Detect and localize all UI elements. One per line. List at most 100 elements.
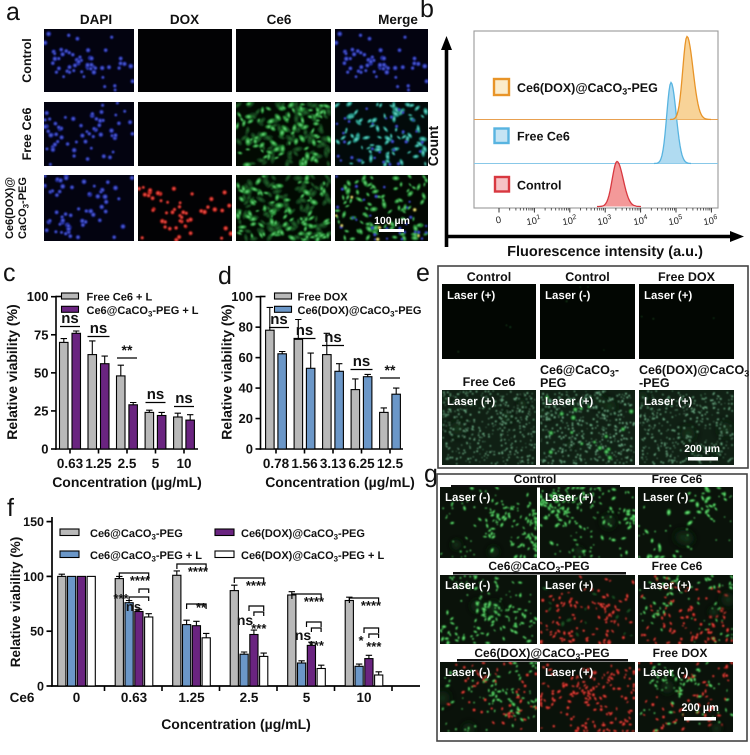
svg-text:Ce6@CaCO3-PEG + L: Ce6@CaCO3-PEG + L — [90, 550, 202, 564]
svg-text:ns: ns — [126, 599, 141, 614]
svg-text:40: 40 — [239, 381, 253, 396]
svg-text:2.5: 2.5 — [240, 690, 259, 705]
svg-text:100: 100 — [27, 289, 49, 304]
svg-text:0.63: 0.63 — [121, 690, 148, 705]
svg-text:PEG: PEG — [540, 376, 566, 390]
svg-text:20: 20 — [239, 411, 253, 426]
svg-text:Ce6(DOX)@CaCO3-PEG: Ce6(DOX)@CaCO3-PEG — [298, 305, 422, 319]
svg-text:Control: Control — [565, 270, 609, 284]
svg-text:d: d — [218, 262, 232, 290]
svg-text:Concentration (µg/mL): Concentration (µg/mL) — [265, 474, 415, 490]
svg-text:5: 5 — [152, 456, 160, 471]
svg-text:101: 101 — [525, 214, 541, 228]
svg-text:-PEG: -PEG — [639, 376, 670, 390]
svg-text:50: 50 — [30, 625, 44, 639]
svg-text:ns: ns — [324, 329, 342, 346]
svg-text:Ce6@CaCO3-PEG: Ce6@CaCO3-PEG — [90, 528, 183, 542]
svg-text:1.56: 1.56 — [291, 456, 318, 471]
svg-text:Merge: Merge — [378, 12, 418, 27]
svg-text:****: **** — [246, 578, 267, 593]
svg-text:**: ** — [122, 342, 133, 358]
svg-text:50: 50 — [34, 365, 48, 380]
svg-text:Ce6: Ce6 — [267, 12, 292, 27]
svg-text:Free DOX: Free DOX — [658, 270, 716, 284]
svg-text:103: 103 — [596, 214, 612, 228]
svg-text:ns: ns — [237, 612, 254, 628]
svg-text:a: a — [6, 0, 20, 26]
svg-text:100: 100 — [23, 570, 44, 584]
svg-text:Concentration (µg/mL): Concentration (µg/mL) — [52, 474, 202, 490]
svg-text:75: 75 — [34, 327, 48, 342]
svg-text:Ce6(DOX)@: Ce6(DOX)@ — [4, 177, 16, 239]
svg-text:25: 25 — [34, 403, 48, 418]
svg-text:Concentration (µg/mL): Concentration (µg/mL) — [161, 716, 311, 732]
svg-text:CaCO3-PEG: CaCO3-PEG — [17, 177, 31, 239]
svg-text:Free DOX: Free DOX — [653, 646, 708, 660]
svg-text:100: 100 — [231, 289, 253, 304]
svg-text:3.13: 3.13 — [320, 456, 347, 471]
svg-text:e: e — [416, 259, 430, 287]
svg-text:0: 0 — [73, 690, 81, 705]
svg-text:ns: ns — [353, 353, 371, 370]
svg-text:Ce6@CaCO3-PEG + L: Ce6@CaCO3-PEG + L — [87, 305, 199, 319]
svg-text:Free DOX: Free DOX — [298, 292, 349, 304]
svg-text:1.25: 1.25 — [85, 456, 112, 471]
svg-text:Control: Control — [20, 38, 34, 82]
svg-text:0.63: 0.63 — [57, 456, 84, 471]
svg-text:ns: ns — [295, 627, 312, 643]
svg-text:ns: ns — [90, 320, 108, 337]
svg-text:**: ** — [196, 600, 207, 615]
svg-text:****: **** — [361, 598, 382, 613]
svg-text:0: 0 — [37, 680, 44, 694]
svg-text:Fluorescence intensity (a.u.): Fluorescence intensity (a.u.) — [507, 244, 703, 260]
svg-text:12.5: 12.5 — [377, 456, 404, 471]
svg-text:1.25: 1.25 — [178, 690, 205, 705]
svg-text:Control: Control — [467, 270, 511, 284]
svg-text:Free Ce6: Free Ce6 — [652, 472, 703, 486]
svg-text:ns: ns — [296, 322, 314, 339]
svg-text:105: 105 — [667, 214, 683, 228]
svg-text:0: 0 — [495, 215, 502, 227]
svg-text:Free Ce6: Free Ce6 — [20, 108, 34, 161]
svg-text:80: 80 — [239, 320, 253, 335]
svg-text:g: g — [424, 460, 438, 488]
svg-text:Ce6@CaCO3-: Ce6@CaCO3- — [540, 363, 619, 379]
svg-text:150: 150 — [23, 515, 44, 529]
svg-text:6.25: 6.25 — [348, 456, 375, 471]
svg-text:Free Ce6: Free Ce6 — [517, 130, 570, 144]
svg-text:c: c — [3, 259, 16, 287]
svg-text:Free Ce6: Free Ce6 — [652, 559, 703, 573]
svg-text:****: **** — [304, 594, 325, 609]
svg-text:5: 5 — [303, 690, 311, 705]
svg-text:ns: ns — [270, 311, 288, 328]
svg-text:10: 10 — [356, 690, 371, 705]
svg-text:Free Ce6 + L: Free Ce6 + L — [87, 292, 153, 304]
svg-text:Ce6: Ce6 — [10, 690, 35, 705]
svg-text:Count: Count — [425, 125, 441, 166]
svg-text:60: 60 — [239, 350, 253, 365]
svg-text:102: 102 — [561, 214, 577, 228]
svg-text:Ce6(DOX)@CaCO3-PEG: Ce6(DOX)@CaCO3-PEG — [517, 81, 658, 97]
svg-text:Ce6(DOX)@CaCO3: Ce6(DOX)@CaCO3 — [639, 363, 749, 379]
svg-text:2.5: 2.5 — [118, 456, 137, 471]
svg-text:Ce6(DOX)@CaCO3-PEG + L: Ce6(DOX)@CaCO3-PEG + L — [241, 550, 384, 564]
svg-text:Ce6@CaCO3-PEG: Ce6@CaCO3-PEG — [488, 559, 589, 575]
svg-text:106: 106 — [702, 214, 718, 228]
svg-text:**: ** — [385, 362, 396, 378]
svg-text:104: 104 — [632, 214, 648, 228]
svg-text:DOX: DOX — [170, 12, 199, 27]
svg-text:0: 0 — [246, 442, 253, 457]
svg-text:Relative viability (%): Relative viability (%) — [4, 304, 20, 439]
svg-text:10: 10 — [176, 456, 191, 471]
svg-text:Relative viability (%): Relative viability (%) — [8, 537, 23, 668]
svg-text:Ce6(DOX)@CaCO3-PEG: Ce6(DOX)@CaCO3-PEG — [241, 528, 365, 542]
svg-text:0: 0 — [41, 442, 48, 457]
svg-text:f: f — [7, 494, 14, 522]
svg-text:ns: ns — [61, 310, 79, 327]
svg-text:ns: ns — [147, 386, 165, 403]
svg-text:***: *** — [309, 638, 325, 653]
svg-text:DAPI: DAPI — [80, 12, 112, 27]
svg-text:****: **** — [130, 573, 151, 588]
svg-text:0.78: 0.78 — [263, 456, 290, 471]
svg-text:***: *** — [251, 621, 267, 636]
